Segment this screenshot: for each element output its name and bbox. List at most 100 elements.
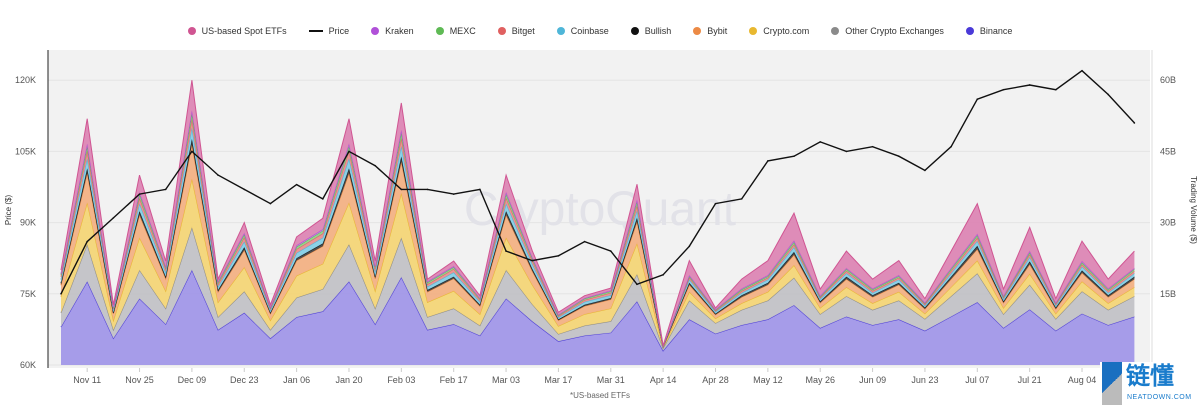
price-point <box>609 250 612 252</box>
x-tick-label: Jul 07 <box>965 375 989 385</box>
price-point <box>400 188 403 191</box>
x-tick-label: May 12 <box>753 375 783 385</box>
legend-swatch-icon <box>497 27 506 35</box>
area-crypto-com <box>61 178 1135 349</box>
legend-label: Binance <box>979 26 1013 36</box>
price-point <box>86 240 88 243</box>
legend-item[interactable]: Crypto.com <box>749 26 809 36</box>
legend-label: Kraken <box>385 26 414 36</box>
legend-swatch-icon <box>831 27 840 35</box>
footnote: *US-based ETFs <box>570 391 630 400</box>
price-point <box>1133 122 1136 124</box>
x-tick-label: May 26 <box>805 375 835 385</box>
legend-label: Coinbase <box>570 26 609 36</box>
price-line <box>60 69 1135 295</box>
legend-item[interactable]: Price <box>308 26 350 36</box>
legend-item[interactable]: Bullish <box>630 26 672 36</box>
price-point <box>897 155 900 157</box>
price-point <box>793 155 795 157</box>
area-line-us-based-spot-etfs <box>60 80 1135 346</box>
x-tick-label: Dec 23 <box>230 375 259 385</box>
price-point <box>845 150 848 153</box>
price-point <box>269 202 272 205</box>
legend-item[interactable]: Coinbase <box>556 26 609 36</box>
price-point <box>479 188 481 191</box>
legend-swatch-icon <box>630 27 639 35</box>
price-point <box>1028 84 1031 86</box>
x-tick-label: Mar 31 <box>597 375 625 385</box>
y-axis-right-title: Trading Volume ($) <box>1189 176 1198 244</box>
price-point <box>138 193 141 195</box>
price-point <box>112 217 115 219</box>
legend-item[interactable]: Other Crypto Exchanges <box>831 26 944 36</box>
legend-swatch-icon <box>435 27 444 35</box>
x-tick-label: Nov 11 <box>73 375 101 385</box>
price-point <box>557 255 560 257</box>
price-point <box>505 250 507 252</box>
y-tick-left: 90K <box>20 218 36 228</box>
neatdown-logo: 链懂 NEATDOWN.COM <box>1100 362 1200 405</box>
x-tick-label: Dec 09 <box>178 375 207 385</box>
y-tick-right: 15B <box>1160 289 1176 299</box>
legend-item[interactable]: US-based Spot ETFs <box>187 26 287 36</box>
price-point <box>191 150 193 153</box>
legend-swatch-icon <box>371 27 380 35</box>
x-tick-label: Feb 03 <box>387 375 415 385</box>
legend-item[interactable]: MEXC <box>435 26 476 36</box>
area-binance <box>61 270 1135 365</box>
x-tick-label: Feb 17 <box>440 375 468 385</box>
price-point <box>924 169 926 172</box>
legend-label: Bitget <box>511 26 535 36</box>
logo-text-en: NEATDOWN.COM <box>1127 394 1192 401</box>
x-tick-label: Nov 25 <box>125 375 154 385</box>
legend-label: Bullish <box>644 26 672 36</box>
x-tick-label: Jan 20 <box>335 375 362 385</box>
x-tick-label: Jun 23 <box>911 375 938 385</box>
price-point <box>243 188 246 191</box>
legend-label: Other Crypto Exchanges <box>845 26 944 36</box>
price-point <box>662 274 664 276</box>
legend-item[interactable]: Bitget <box>497 26 535 36</box>
price-point <box>531 259 534 262</box>
legend-label: Crypto.com <box>763 26 810 36</box>
price-point <box>426 188 429 191</box>
price-point <box>976 98 979 101</box>
y-axis-left-title: Price ($) <box>4 195 13 226</box>
price-point <box>295 183 298 186</box>
x-tick-label: Jan 06 <box>283 375 310 385</box>
x-tick-label: Mar 03 <box>492 375 520 385</box>
x-tick-label: Apr 28 <box>702 375 729 385</box>
legend-label: Bybit <box>707 26 728 36</box>
legend-swatch-icon <box>308 30 323 32</box>
price-point <box>1107 93 1109 96</box>
price-point <box>452 193 455 195</box>
logo-mark-icon <box>1102 362 1122 405</box>
price-point <box>164 188 167 191</box>
y-tick-right: 45B <box>1160 146 1176 156</box>
y-tick-left: 105K <box>15 146 36 156</box>
legend-item[interactable]: Binance <box>965 26 1013 36</box>
legend-item[interactable]: Bybit <box>693 26 727 36</box>
logo-text-cn: 链懂 <box>1126 362 1174 390</box>
legend-swatch-icon <box>556 27 565 35</box>
price-point <box>60 293 62 295</box>
y-tick-left: 75K <box>20 289 36 299</box>
legend-swatch-icon <box>187 27 196 35</box>
price-point <box>583 240 586 243</box>
price-point <box>740 198 743 200</box>
x-tick-label: Aug 04 <box>1068 375 1097 385</box>
price-point <box>1055 88 1057 91</box>
legend-item[interactable]: Kraken <box>371 26 414 36</box>
legend-swatch-icon <box>693 27 702 35</box>
price-point <box>374 164 376 167</box>
x-tick-label: Apr 14 <box>650 375 677 385</box>
price-point <box>688 245 691 248</box>
price-point <box>636 283 638 286</box>
price-point <box>950 145 952 148</box>
legend-label: US-based Spot ETFs <box>201 26 287 36</box>
y-tick-right: 30B <box>1160 218 1176 228</box>
price-point <box>217 174 219 176</box>
legend-label: Price <box>328 26 350 36</box>
price-point <box>348 150 350 153</box>
